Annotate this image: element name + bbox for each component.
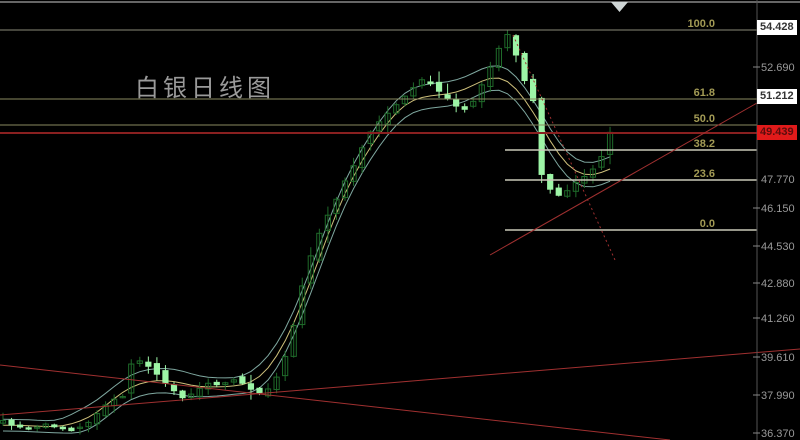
svg-text:52.690: 52.690 — [761, 62, 795, 74]
svg-text:50.0: 50.0 — [694, 113, 715, 125]
svg-text:46.150: 46.150 — [761, 203, 795, 215]
svg-text:100.0: 100.0 — [687, 18, 715, 30]
svg-text:41.260: 41.260 — [761, 313, 795, 325]
svg-text:61.8: 61.8 — [694, 87, 715, 99]
svg-text:39.610: 39.610 — [761, 352, 795, 364]
svg-text:38.2: 38.2 — [694, 138, 715, 150]
svg-text:36.370: 36.370 — [761, 428, 795, 440]
svg-text:0.0: 0.0 — [700, 218, 715, 230]
svg-text:23.6: 23.6 — [694, 168, 715, 180]
svg-text:37.990: 37.990 — [761, 390, 795, 402]
svg-text:47.770: 47.770 — [761, 174, 795, 186]
svg-text:44.530: 44.530 — [761, 241, 795, 253]
svg-text:42.880: 42.880 — [761, 278, 795, 290]
